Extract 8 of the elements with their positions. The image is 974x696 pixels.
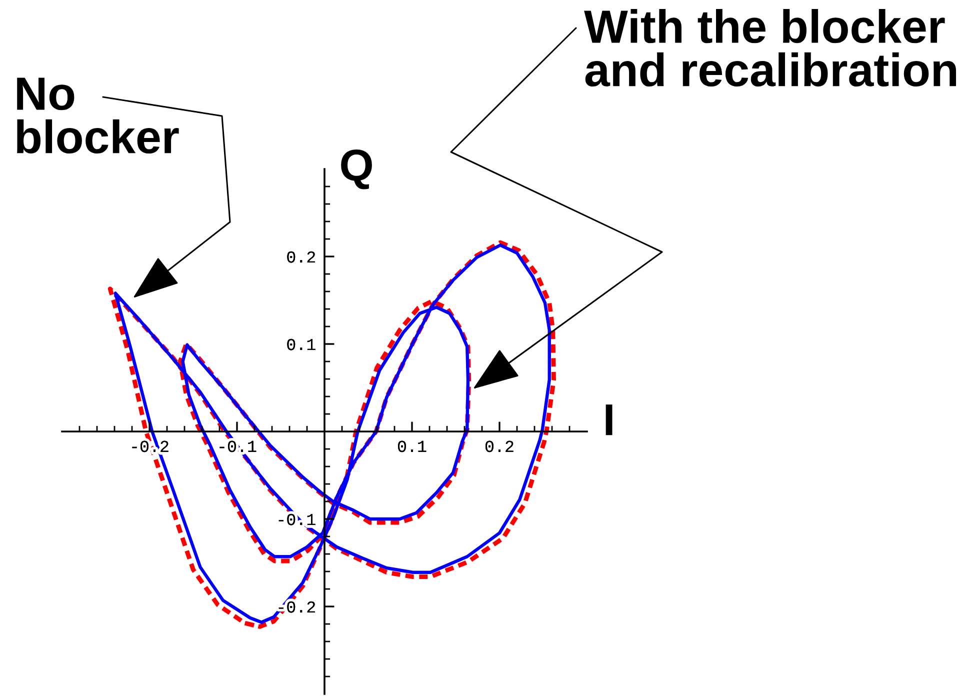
- text: No blocker: [17, 78, 179, 154]
- y-tick-label: 0.2: [287, 251, 315, 263]
- y-axis-title: Q: [341, 149, 372, 190]
- x-tick-label: 0.1: [398, 440, 426, 452]
- x-axis-title: I: [606, 404, 612, 436]
- y-tick-label: 0.1: [287, 338, 316, 350]
- x-tick-label: 0.2: [486, 440, 514, 452]
- text: With the blocker and recalibration: [584, 9, 956, 87]
